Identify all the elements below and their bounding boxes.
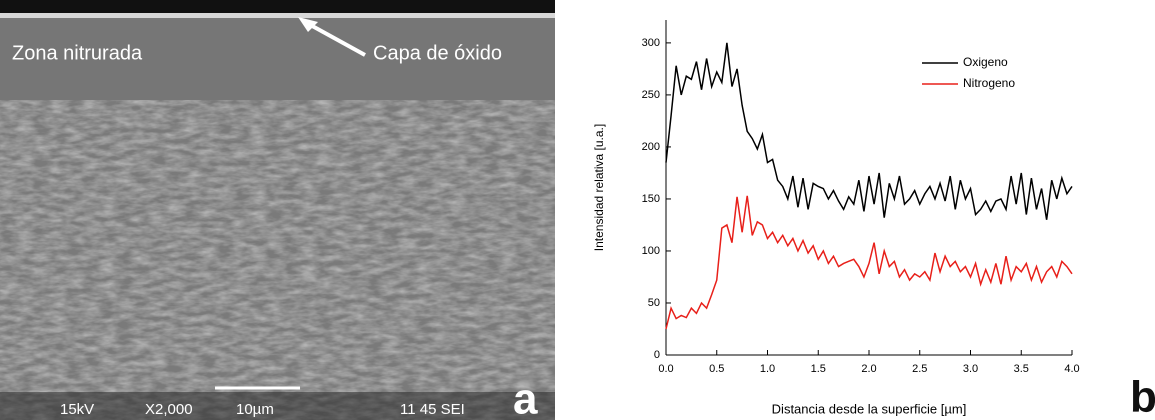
sem-image: Zona nitrurada Capa de óxido 15kV X2,000… [0,0,555,420]
y-axis-title: Intensidad relativa [u.a.] [592,124,606,251]
x-tick-label: 4.0 [1064,363,1079,375]
voltage: 15kV [60,401,94,418]
legend-label: Nitrogeno [963,76,1015,90]
x-tick-label: 2.5 [912,363,927,375]
y-tick-label: 50 [648,297,660,309]
sem-info: 11 45 SEI [400,401,465,418]
zone-label: Zona nitrurada [12,42,143,64]
y-tick-label: 250 [642,89,660,101]
x-tick-label: 0.5 [709,363,724,375]
scale: 10µm [236,401,274,418]
legend-label: Oxigeno [963,55,1008,69]
y-tick-label: 0 [654,349,660,361]
x-tick-label: 3.5 [1014,363,1029,375]
x-tick-label: 2.0 [861,363,876,375]
magnification: X2,000 [145,401,193,418]
y-tick-label: 300 [642,37,660,49]
x-axis-title: Distancia desde la superficie [µm] [772,401,967,416]
y-tick-label: 150 [642,193,660,205]
y-tick-label: 200 [642,141,660,153]
x-tick-label: 1.0 [760,363,775,375]
oxide-label: Capa de óxido [373,42,502,64]
data-line [665,42,1073,220]
panel-letter: b [1130,373,1155,420]
x-tick-label: 0.0 [658,363,673,375]
x-tick-label: 3.0 [963,363,978,375]
x-tick-label: 1.5 [811,363,826,375]
y-tick-label: 100 [642,245,660,257]
panel-letter: a [513,375,538,420]
data-line [665,195,1073,330]
